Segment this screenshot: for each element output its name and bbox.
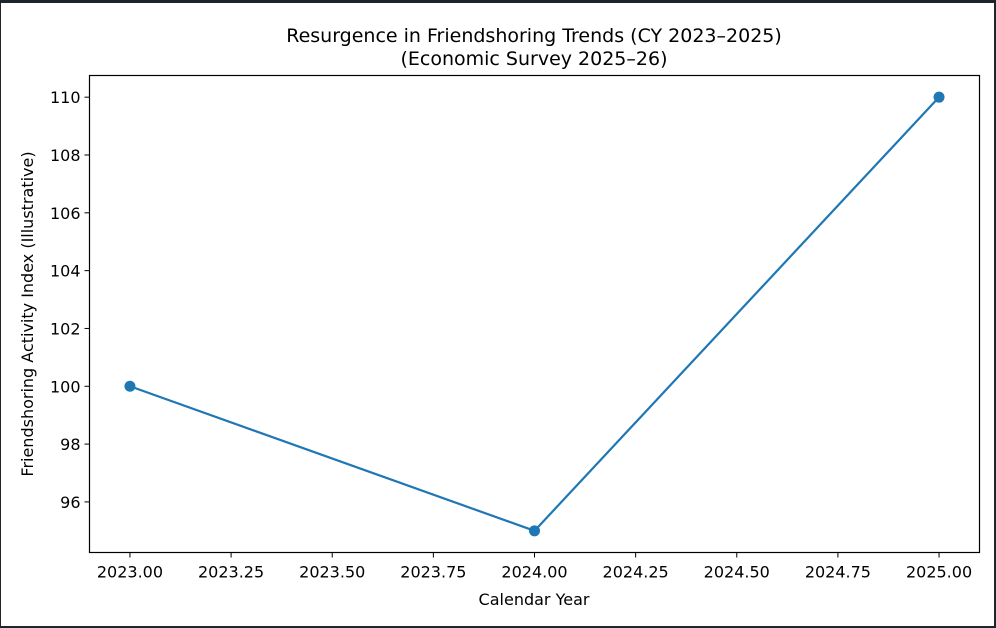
x-tick-label: 2025.00 (906, 563, 972, 582)
y-tick-label: 106 (50, 204, 81, 223)
y-tick-label: 100 (50, 377, 81, 396)
x-axis-label: Calendar Year (479, 590, 590, 609)
data-point (529, 525, 540, 537)
x-tick-label: 2023.00 (97, 563, 163, 582)
y-tick-label: 102 (50, 319, 81, 338)
x-tick-label: 2024.75 (805, 563, 871, 582)
data-point (933, 91, 945, 103)
x-tick-label: 2023.50 (299, 563, 365, 582)
x-tick-label: 2023.75 (400, 563, 466, 582)
y-tick-label: 98 (60, 435, 80, 454)
x-tick-label: 2024.00 (501, 563, 567, 582)
x-tick-label: 2023.25 (198, 563, 264, 582)
plot-area-frame (88, 74, 981, 554)
y-axis-label: Friendshoring Activity Index (Illustrati… (18, 151, 37, 476)
chart-title: Resurgence in Friendshoring Trends (CY 2… (286, 25, 782, 47)
y-tick-label: 104 (50, 262, 81, 281)
x-tick-label: 2024.25 (603, 563, 669, 582)
series-line (129, 96, 940, 533)
chart-subtitle: (Economic Survey 2025–26) (400, 48, 667, 70)
y-tick-label: 108 (50, 146, 81, 165)
y-tick-label: 110 (50, 88, 81, 107)
data-point (124, 380, 136, 392)
x-tick-label: 2024.50 (704, 563, 770, 582)
y-tick-label: 96 (60, 493, 80, 512)
line-chart: Resurgence in Friendshoring Trends (CY 2… (18, 25, 981, 609)
